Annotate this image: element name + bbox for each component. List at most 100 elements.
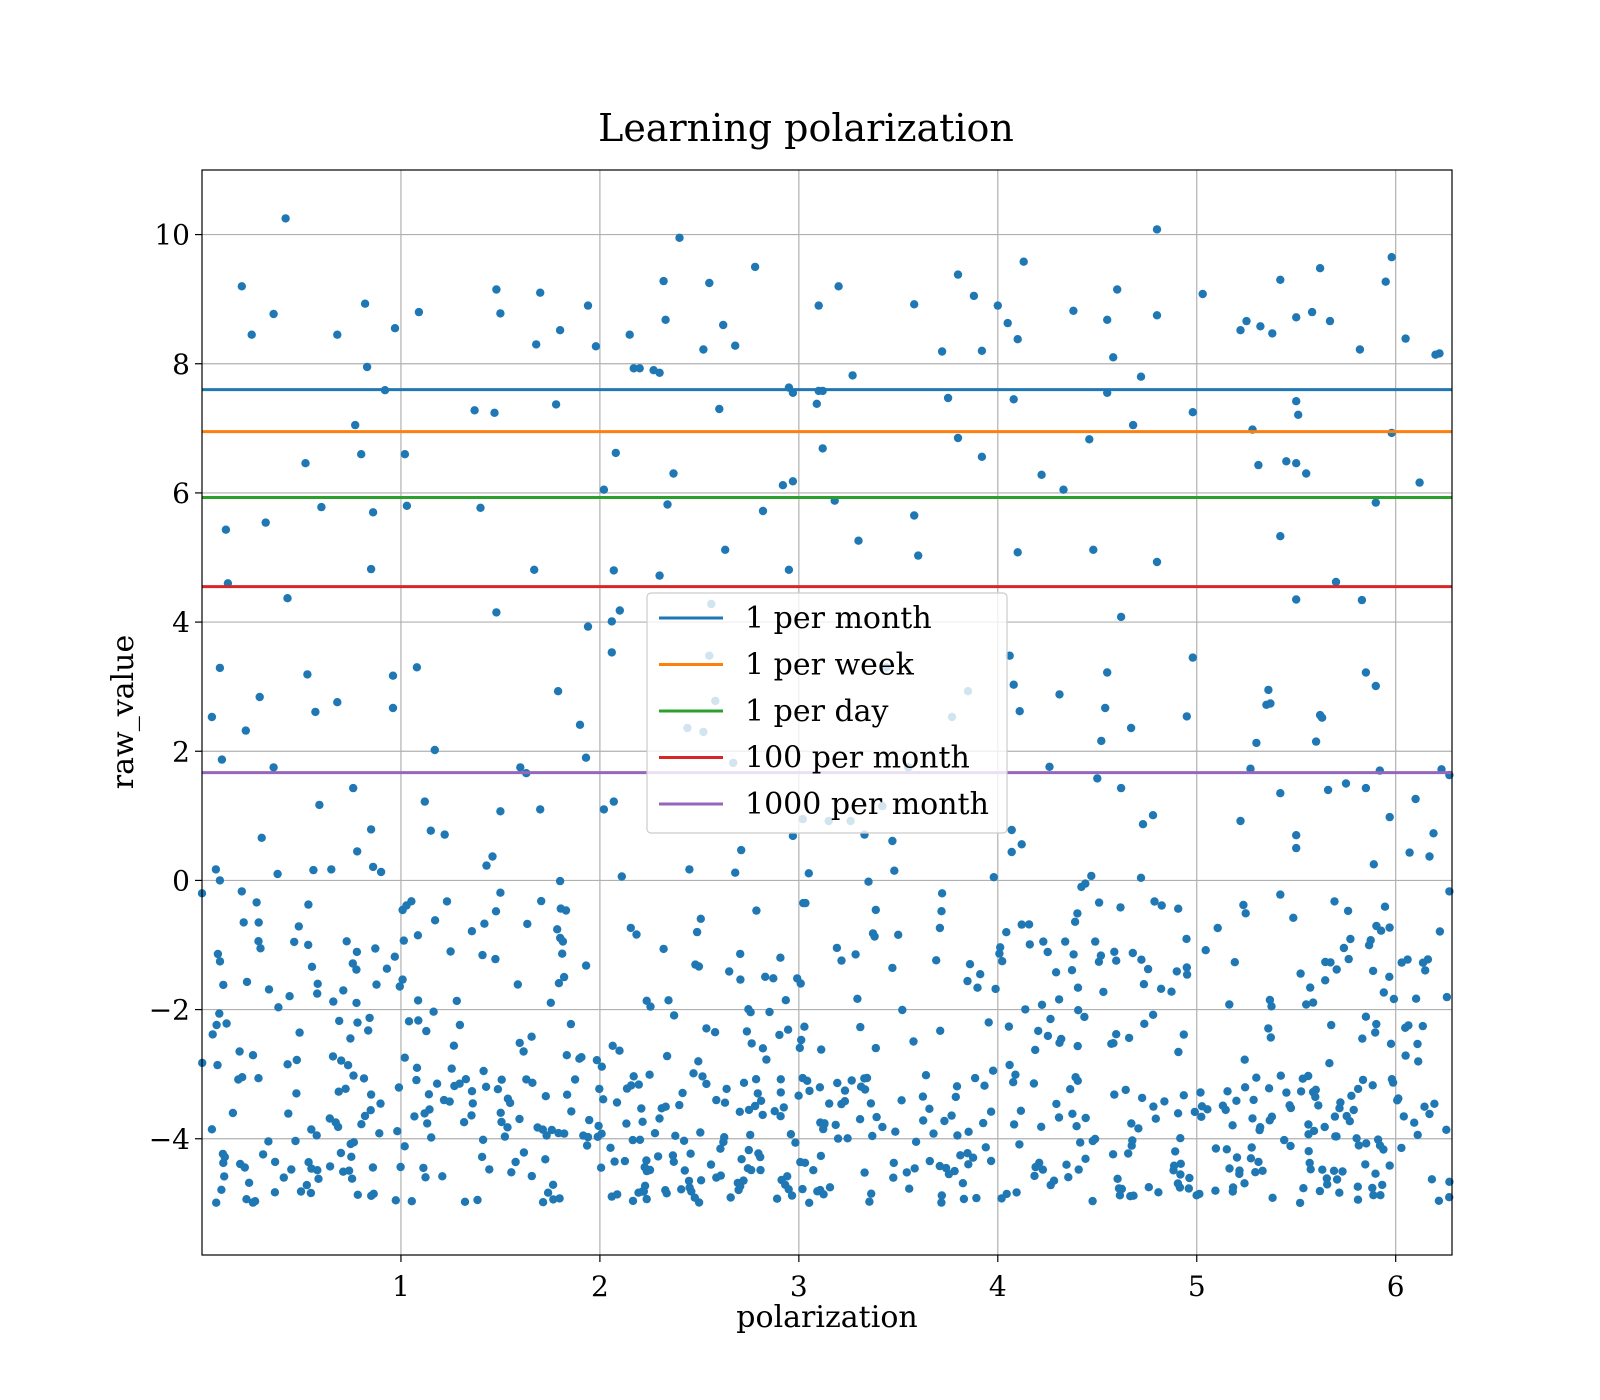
data-point: [866, 1099, 876, 1108]
data-point: [371, 944, 380, 953]
data-point: [511, 1157, 520, 1167]
data-point: [1089, 545, 1098, 554]
data-point: [1043, 947, 1052, 957]
data-point: [1091, 937, 1100, 946]
data-point: [1176, 1134, 1185, 1143]
data-point: [391, 1196, 400, 1205]
data-point: [1126, 1192, 1135, 1201]
data-point: [615, 1046, 624, 1055]
data-point: [675, 1100, 684, 1110]
data-point: [694, 1057, 703, 1066]
data-point: [1352, 1134, 1361, 1143]
data-point: [215, 876, 225, 885]
data-point: [290, 937, 299, 947]
data-point: [860, 1085, 870, 1094]
data-point: [1062, 1160, 1071, 1169]
data-point: [250, 1197, 260, 1206]
data-point: [769, 974, 778, 983]
data-point: [932, 956, 941, 965]
data-point: [327, 865, 336, 874]
legend-label: 1 per week: [745, 648, 915, 683]
data-point: [347, 1174, 357, 1183]
data-point: [1039, 937, 1048, 946]
data-point: [609, 566, 618, 575]
data-point: [1211, 1186, 1220, 1195]
data-point: [754, 1149, 763, 1158]
data-point: [513, 980, 522, 989]
data-point: [809, 1166, 818, 1175]
data-point: [1108, 1150, 1118, 1159]
data-point: [891, 1127, 900, 1136]
data-point: [1235, 1169, 1244, 1179]
data-point: [1429, 829, 1438, 838]
data-point: [669, 1011, 679, 1020]
data-point: [1339, 943, 1349, 953]
data-point: [1357, 595, 1367, 605]
data-point: [1292, 459, 1301, 468]
data-point: [1246, 764, 1255, 773]
data-point: [1335, 1188, 1344, 1197]
data-point: [304, 1158, 313, 1167]
data-point: [558, 949, 567, 958]
data-point: [1184, 1184, 1194, 1193]
data-point: [661, 1186, 670, 1195]
data-point: [581, 961, 591, 970]
data-point: [336, 1148, 346, 1158]
data-point: [1332, 1175, 1342, 1184]
data-point: [503, 1123, 512, 1132]
data-point: [396, 1162, 405, 1172]
data-point: [497, 1075, 506, 1084]
data-point: [1296, 969, 1305, 978]
data-point: [1232, 1096, 1241, 1106]
data-point: [1073, 983, 1083, 992]
data-point: [607, 648, 616, 657]
data-point: [339, 986, 348, 995]
data-point: [625, 330, 634, 339]
data-point: [800, 1022, 809, 1031]
data-point: [366, 564, 376, 574]
data-point: [1002, 1189, 1011, 1199]
data-point: [1397, 958, 1406, 967]
data-point: [555, 1194, 564, 1203]
data-point: [393, 1127, 402, 1136]
data-point: [241, 726, 250, 735]
data-point: [1347, 1091, 1356, 1101]
data-point: [1358, 1075, 1368, 1085]
data-point: [853, 994, 862, 1003]
data-point: [556, 933, 565, 943]
data-point: [607, 617, 616, 626]
data-point: [1445, 1193, 1454, 1202]
data-point: [1361, 1012, 1371, 1021]
data-point: [1327, 1020, 1336, 1030]
data-point: [1425, 852, 1434, 861]
data-point: [1157, 901, 1166, 910]
data-point: [988, 1066, 998, 1075]
data-point: [215, 663, 225, 673]
data-point: [1034, 1026, 1043, 1036]
data-point: [407, 897, 416, 906]
data-point: [692, 927, 702, 937]
data-point: [1298, 1074, 1308, 1083]
data-point: [553, 925, 562, 934]
data-point: [325, 1114, 334, 1123]
data-point: [357, 450, 366, 459]
y-tick-label: 8: [172, 348, 190, 381]
data-point: [937, 1198, 946, 1207]
data-point: [1302, 469, 1311, 478]
data-point: [313, 989, 322, 998]
data-point: [220, 1172, 229, 1181]
data-point: [274, 1003, 283, 1012]
data-point: [311, 707, 320, 717]
data-point: [455, 1079, 464, 1088]
x-tick-label: 3: [790, 1270, 808, 1303]
data-point: [935, 923, 945, 933]
data-point: [447, 1064, 456, 1073]
data-point: [217, 755, 227, 764]
data-point: [1405, 848, 1414, 857]
data-point: [1114, 1184, 1124, 1193]
legend-label: 100 per month: [745, 741, 970, 776]
data-point: [1136, 372, 1146, 381]
data-point: [1160, 1097, 1169, 1106]
data-point: [935, 1161, 944, 1171]
data-point: [646, 1002, 655, 1011]
